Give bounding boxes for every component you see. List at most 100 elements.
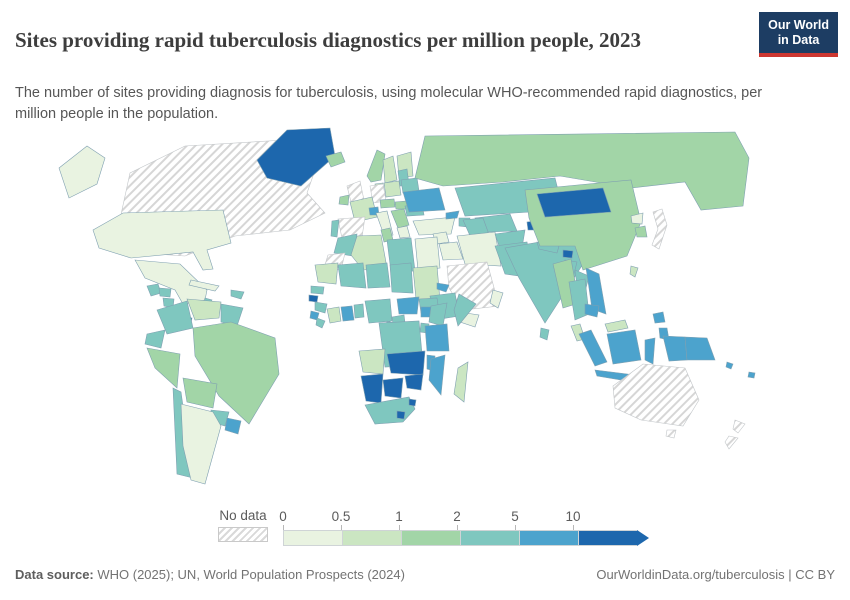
country-ukraine[interactable] [402,187,446,213]
country-namibia[interactable] [360,373,384,404]
legend-tick-label: 0.5 [331,509,351,524]
country-south-korea[interactable] [634,225,648,238]
country-spain[interactable] [337,216,366,239]
country-cote-divoire[interactable] [326,306,342,324]
country-australia[interactable] [612,363,700,427]
country-lesotho[interactable] [396,410,406,420]
country-usa[interactable] [92,209,232,271]
country-france[interactable] [349,196,378,223]
owid-logo[interactable]: Our World in Data [759,12,838,57]
country-niger[interactable] [365,262,391,289]
country-new-zealand-south[interactable] [724,435,739,450]
country-zambia[interactable] [386,350,426,376]
country-cambodia[interactable] [584,303,600,318]
country-colombia[interactable] [156,300,194,335]
world-map [35,118,815,503]
country-indonesia-sulawesi[interactable] [644,337,656,365]
footer-link[interactable]: OurWorldinData.org/tuberculosis | CC BY [596,567,835,582]
country-mozambique[interactable] [428,354,446,396]
legend-no-data[interactable]: No data [218,508,268,542]
country-solomon-islands[interactable] [725,361,734,370]
country-indonesia-papua[interactable] [662,335,688,362]
country-japan[interactable] [651,208,668,250]
country-vietnam[interactable] [585,267,607,315]
country-kenya[interactable] [428,302,448,327]
legend-bin[interactable] [519,530,578,546]
country-guatemala[interactable] [146,283,162,297]
country-greenland[interactable] [256,127,336,187]
country-tasmania[interactable] [665,429,677,439]
country-bhutan[interactable] [562,249,574,259]
country-nigeria[interactable] [364,298,393,324]
country-togo-benin[interactable] [353,303,365,319]
country-eswatini[interactable] [408,398,417,407]
page-title: Sites providing rapid tuberculosis diagn… [15,28,642,53]
country-venezuela[interactable] [186,298,222,321]
country-mali[interactable] [337,262,367,289]
country-tanzania[interactable] [424,323,450,352]
country-oman[interactable] [489,289,504,309]
country-sweden[interactable] [382,155,398,184]
country-somalia[interactable] [453,293,477,327]
legend-bin[interactable] [578,530,637,546]
country-chad[interactable] [389,262,414,294]
country-central-african-republic[interactable] [396,296,420,315]
country-north-korea[interactable] [630,212,644,225]
country-indonesia-sumatra[interactable] [578,329,608,367]
owid-logo-line2: in Data [777,32,820,47]
country-mongolia[interactable] [536,187,612,218]
country-iceland[interactable] [325,151,346,168]
country-russia[interactable] [414,131,750,211]
country-iran[interactable] [456,231,502,267]
country-ghana[interactable] [340,305,355,322]
country-bolivia[interactable] [182,377,218,409]
legend-bin[interactable] [283,530,342,546]
country-zimbabwe[interactable] [404,373,424,391]
country-cuba[interactable] [188,279,220,292]
country-liberia[interactable] [315,317,326,329]
country-uruguay[interactable] [224,417,242,435]
data-source-label: Data source: [15,567,94,582]
legend-tick-labels: 0 0.5 1 2 5 10 [279,508,663,530]
country-indonesia-borneo[interactable] [606,329,642,365]
country-sri-lanka[interactable] [539,327,550,341]
country-hispaniola[interactable] [230,289,245,300]
country-angola[interactable] [358,348,386,375]
country-brazil[interactable] [192,321,280,425]
country-eritrea[interactable] [436,282,450,293]
country-argentina[interactable] [180,403,222,485]
legend-bin[interactable] [342,530,401,546]
country-turkey[interactable] [412,216,456,236]
country-egypt[interactable] [414,236,441,271]
country-taiwan[interactable] [629,265,639,278]
country-guinea-bissau[interactable] [308,294,319,303]
country-honduras[interactable] [158,287,172,298]
country-botswana[interactable] [382,377,404,399]
country-malaysia-borneo[interactable] [604,319,629,333]
country-madagascar[interactable] [453,361,469,403]
country-ecuador[interactable] [144,329,166,349]
country-georgia[interactable] [445,210,460,220]
legend-bin[interactable] [401,530,460,546]
country-senegal[interactable] [310,285,325,295]
country-poland[interactable] [383,180,402,198]
country-mauritania[interactable] [314,262,339,285]
country-guinea[interactable] [314,301,328,314]
country-philippines[interactable] [652,311,666,324]
country-papua-new-guinea[interactable] [684,336,716,361]
country-portugal[interactable] [330,219,340,238]
country-greece[interactable] [396,225,411,239]
country-norway[interactable] [366,149,386,183]
country-new-zealand-north[interactable] [732,419,746,434]
country-balkans[interactable] [390,208,410,229]
legend-tick-mark [341,525,342,530]
legend-bin[interactable] [460,530,519,546]
country-czechia-austria[interactable] [379,198,396,209]
legend-no-data-swatch[interactable] [218,527,268,542]
country-ireland[interactable] [338,194,350,206]
country-usa-alaska[interactable] [58,145,106,199]
country-peru[interactable] [146,347,181,389]
country-fiji[interactable] [747,371,756,379]
country-uganda[interactable] [420,306,432,318]
country-iraq[interactable] [438,241,464,261]
